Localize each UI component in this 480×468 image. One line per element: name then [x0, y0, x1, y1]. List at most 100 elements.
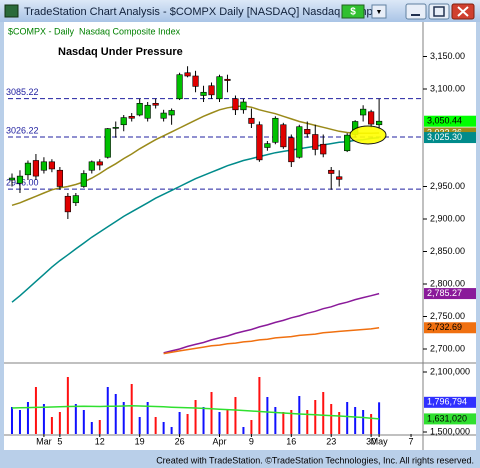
x-tick-label: 9 — [249, 436, 254, 446]
menu-button-label[interactable]: ▼ — [376, 9, 383, 16]
volume-bar — [50, 417, 53, 434]
last-ma-label: 3,025.30 — [427, 132, 462, 142]
symbol-button-label[interactable]: $ — [350, 7, 356, 18]
candle-body — [328, 169, 335, 174]
candle-body — [232, 98, 239, 111]
y-tick-label: 2,950.00 — [430, 181, 465, 191]
volume-bar — [354, 407, 357, 434]
candle-body — [200, 91, 207, 96]
candle-body — [112, 127, 119, 129]
candle-body — [128, 116, 135, 119]
candle-body — [32, 160, 40, 177]
candle-body — [248, 117, 255, 124]
last-price-label-box — [424, 115, 476, 127]
maximize-icon — [433, 6, 445, 17]
volume-bar — [194, 400, 197, 434]
volume-bar — [130, 384, 133, 434]
volume-bar — [114, 394, 117, 434]
symbol-button[interactable] — [341, 4, 365, 19]
volume-bar — [58, 412, 61, 434]
candle-body — [368, 111, 375, 125]
y-tick-label: 2,800.00 — [430, 278, 465, 288]
window-title: TradeStation Chart Analysis - $COMPX Dai… — [24, 6, 379, 18]
volume-bar — [306, 410, 309, 434]
x-tick-label: 23 — [326, 436, 336, 446]
x-tick-label: 26 — [175, 436, 185, 446]
volume-bar — [250, 420, 253, 434]
x-tick-label: 12 — [95, 436, 105, 446]
volume-bar — [162, 422, 165, 434]
last-volume-average-label-box — [424, 413, 476, 425]
volume-bar — [362, 410, 365, 434]
volume-bar — [98, 420, 101, 434]
last-ma-label: 2,785.27 — [427, 288, 462, 298]
chart-area — [4, 22, 476, 450]
volume-bar — [210, 392, 213, 434]
volume-bar — [234, 397, 237, 434]
volume-bar — [146, 402, 149, 434]
menu-button[interactable] — [371, 4, 387, 19]
volume-bar — [66, 377, 69, 434]
candle-body — [256, 124, 263, 161]
candle-body — [72, 195, 79, 204]
volume-bar — [170, 427, 173, 434]
volume-bar — [34, 387, 37, 434]
level-label: 3026.22 — [6, 125, 39, 135]
volume-bar — [338, 412, 341, 434]
candle-body — [24, 162, 32, 176]
candle-body — [336, 176, 343, 180]
candle-body — [208, 85, 215, 96]
candle-body — [184, 72, 191, 77]
candle-body — [40, 161, 48, 171]
candle-body — [80, 173, 87, 187]
volume-bar — [42, 404, 45, 434]
y-tick-label: 3,100.00 — [430, 83, 465, 93]
highlight-ellipse — [349, 125, 387, 145]
last-volume-label-box — [424, 396, 476, 408]
candle-body — [240, 101, 247, 111]
volume-bar — [82, 410, 85, 434]
candle-body — [320, 143, 327, 155]
volume-bar — [26, 402, 29, 434]
volume-bar — [122, 402, 125, 434]
x-tick-label: Apr — [212, 436, 226, 446]
minimize-button[interactable] — [405, 3, 427, 20]
y-tick-label: 3,150.00 — [430, 51, 465, 61]
moving-average — [163, 327, 380, 355]
volume-bar — [10, 407, 13, 434]
volume-bar — [258, 377, 261, 434]
x-tick-label: Mar — [36, 436, 52, 446]
candle-body — [304, 129, 311, 135]
last-ma-label-box — [424, 322, 476, 334]
volume-y-tick-label: 2,100,000 — [430, 366, 470, 376]
volume-bar — [106, 387, 109, 434]
volume-bar — [74, 404, 77, 434]
volume-bar — [298, 396, 301, 434]
app-icon — [4, 4, 19, 18]
candle-body — [224, 78, 231, 81]
volume-bar — [18, 410, 21, 434]
candle-body — [120, 117, 127, 126]
y-tick-label: 2,850.00 — [430, 246, 465, 256]
moving-average — [11, 105, 380, 207]
volume-bar — [370, 414, 373, 434]
chart-header: $COMPX - Daily Nasdaq Composite Index — [8, 26, 181, 36]
candle-body — [216, 76, 223, 100]
candle-body — [96, 161, 103, 166]
x-tick-label: 16 — [286, 436, 296, 446]
x-tick-label: 30 — [366, 436, 376, 446]
volume-bar — [178, 412, 181, 434]
last-volume-label: 1,796,794 — [427, 397, 467, 407]
volume-bar — [266, 397, 269, 434]
volume-bar — [90, 422, 93, 434]
volume-bar — [290, 410, 293, 434]
candle-body — [8, 177, 16, 181]
volume-bar — [346, 402, 349, 434]
candle-body — [64, 195, 71, 213]
candle-body — [136, 103, 143, 116]
volume-bar — [322, 392, 325, 434]
footer-bar — [0, 451, 480, 468]
candle-body — [192, 75, 199, 87]
volume-bar — [226, 410, 229, 434]
candle-body — [360, 108, 367, 116]
